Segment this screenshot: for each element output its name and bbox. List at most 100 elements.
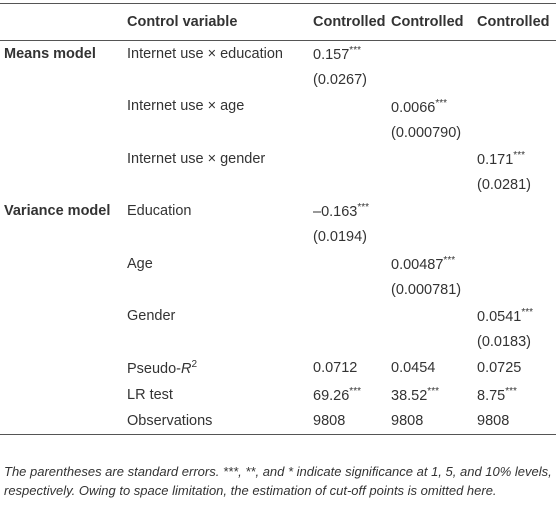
table-row: (0.0194): [0, 224, 556, 250]
table-cell: 0.171***: [475, 146, 556, 172]
table-cell: [125, 329, 311, 355]
row-group-label: [0, 224, 125, 250]
header-row: Control variable Controlled Controlled Cont…: [0, 3, 556, 41]
row-group-label: Means model: [4, 46, 96, 63]
table-cell: [389, 146, 475, 172]
row-group-label: [0, 303, 125, 329]
significance: ***: [435, 97, 448, 109]
table-cell: [475, 198, 556, 224]
table-cell: [125, 120, 311, 146]
row-group-label: [0, 381, 125, 407]
table-cell: [389, 303, 475, 329]
table-cell: Internet use × gender: [127, 150, 266, 167]
table-cell: [311, 329, 389, 355]
table-cell: [311, 303, 389, 329]
table-cell: [125, 224, 311, 250]
table-cell: 0.0712: [313, 360, 358, 377]
table-cell: [475, 224, 556, 250]
table-cell: (0.0267): [313, 72, 368, 89]
table-cell: [311, 146, 389, 172]
row-group-label: [0, 329, 125, 355]
table-cell: Education: [127, 203, 192, 220]
table-cell: 9808: [391, 412, 424, 429]
row-group-label: [0, 146, 125, 172]
table-cell: 0.0541***: [475, 303, 556, 329]
significance: ***: [427, 385, 439, 397]
table-cell: (0.0183): [477, 334, 532, 351]
table-cell: 38.52***: [389, 381, 475, 407]
table-cell: [475, 41, 556, 68]
header-cell: Controlled: [475, 3, 556, 41]
table-cell: [475, 67, 556, 93]
table-cell: 9808: [477, 412, 510, 429]
table-cell: Gender: [127, 307, 176, 324]
table-row: (0.0267): [0, 67, 556, 93]
table-cell: 0.157***: [311, 41, 389, 68]
header-cell: Controlled: [389, 3, 475, 41]
cell-text: 8.75: [477, 387, 506, 404]
table-cell: [389, 67, 475, 93]
cell-text: Pseudo-: [127, 361, 182, 378]
significance: 2: [191, 359, 198, 371]
table-cell: [389, 41, 475, 68]
table-cell: Observations: [127, 412, 213, 429]
table-cell: Internet use × education: [127, 46, 283, 63]
significance: ***: [443, 254, 456, 266]
cell-text: 0.00487: [391, 256, 444, 273]
table-cell: Pseudo-R2: [125, 355, 311, 381]
table-cell: Internet use × age: [127, 98, 245, 115]
table-cell: [311, 172, 389, 198]
table-row: LR test 69.26*** 38.52*** 8.75***: [0, 381, 556, 407]
table-row: (0.000790): [0, 120, 556, 146]
table-body: Means model Internet use × education 0.157…: [0, 41, 556, 435]
cell-text: 0.171: [477, 151, 514, 168]
table-row: Age 0.00487***: [0, 251, 556, 277]
table-cell: (0.0281): [477, 177, 532, 194]
table-row: (0.0281): [0, 172, 556, 198]
table-cell: 0.0066***: [389, 93, 475, 119]
header-cell: Control variable: [125, 3, 311, 41]
table-cell: [125, 172, 311, 198]
table-row: (0.0183): [0, 329, 556, 355]
table-cell: [311, 277, 389, 303]
row-group-label: [0, 172, 125, 198]
table-cell: LR test: [127, 386, 173, 403]
table-cell: [475, 93, 556, 119]
table-cell: [389, 198, 475, 224]
table-cell: [125, 67, 311, 93]
cell-text: –0.163: [313, 204, 358, 221]
table-cell: [389, 172, 475, 198]
row-group-label: [0, 251, 125, 277]
significance: ***: [349, 385, 361, 397]
table-row: Pseudo-R2 0.0712 0.0454 0.0725: [0, 355, 556, 381]
table-cell: (0.0194): [313, 229, 368, 246]
table-cell: [311, 251, 389, 277]
significance: ***: [521, 307, 534, 319]
row-group-label: [0, 408, 125, 435]
table-cell: [311, 120, 389, 146]
significance: ***: [505, 385, 517, 397]
table-cell: 8.75***: [475, 381, 556, 407]
table-cell: 0.0725: [477, 360, 522, 377]
table-row: Gender 0.0541***: [0, 303, 556, 329]
cell-text: 69.26: [313, 387, 350, 404]
table-cell: 9808: [313, 412, 346, 429]
table-row: Internet use × gender 0.171***: [0, 146, 556, 172]
table-cell: [475, 251, 556, 277]
table-cell: 0.0454: [391, 360, 436, 377]
table-cell: 0.00487***: [389, 251, 475, 277]
row-group-label: [0, 355, 125, 381]
results-table: Control variable Controlled Controlled Cont…: [0, 3, 556, 435]
cell-text: 38.52: [391, 387, 428, 404]
footnote: The parentheses are standard errors. ***…: [4, 464, 552, 498]
table-cell: (0.000790): [391, 124, 462, 141]
significance: ***: [357, 202, 370, 214]
table-cell: 69.26***: [311, 381, 389, 407]
row-group-label: [0, 120, 125, 146]
table-row: Means model Internet use × education 0.157…: [0, 41, 556, 68]
table-cell: (0.000781): [391, 281, 462, 298]
cell-text: 0.157: [313, 47, 350, 63]
cell-text: 0.0541: [477, 308, 522, 325]
cell-text: 0.0066: [391, 99, 436, 116]
